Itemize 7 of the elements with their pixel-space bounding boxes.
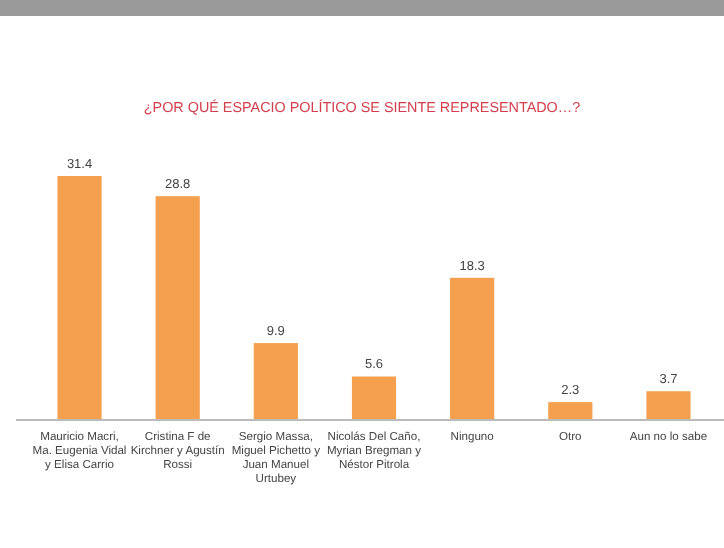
bar bbox=[548, 402, 593, 420]
bar bbox=[646, 391, 691, 420]
bar bbox=[253, 343, 298, 420]
bar bbox=[450, 277, 495, 420]
bar bbox=[351, 376, 397, 420]
bar bbox=[57, 176, 102, 420]
bar bbox=[155, 196, 200, 420]
